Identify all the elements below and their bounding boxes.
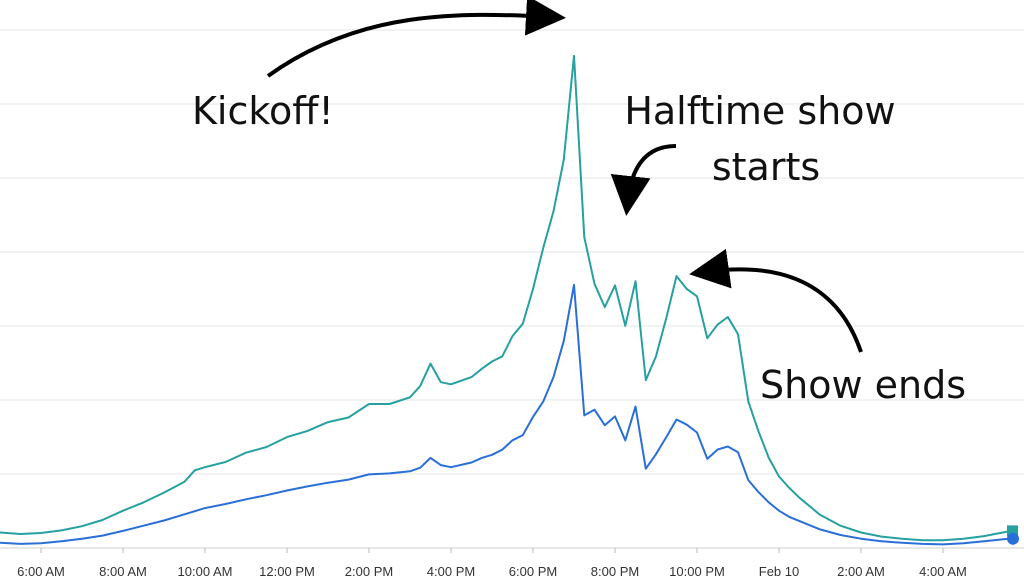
x-tick-label: 6:00 AM	[17, 564, 65, 579]
gridlines	[0, 29, 1024, 549]
x-axis-ticks: 6:00 AM 8:00 AM 10:00 AM 12:00 PM 2:00 PM 4:0…	[17, 548, 967, 579]
series-lines	[0, 54, 1019, 546]
annotation-show-ends: Show ends	[760, 363, 966, 407]
x-tick-label: Feb 10	[759, 564, 799, 579]
x-tick-label: 10:00 PM	[669, 564, 725, 579]
kickoff-arrow	[266, 0, 566, 78]
series-line-teal	[0, 54, 1009, 542]
x-tick-label: 4:00 PM	[427, 564, 475, 579]
series-end-marker-teal	[1007, 525, 1018, 537]
x-tick-label: 8:00 AM	[99, 564, 147, 579]
x-tick-label: 2:00 AM	[837, 564, 885, 579]
annotation-halftime-line-2: starts	[712, 145, 820, 189]
series-line-blue	[0, 283, 1009, 546]
annotations: Kickoff! Halftime show starts Show ends	[192, 0, 966, 407]
show-ends-arrow	[689, 248, 863, 353]
halftime-arrow	[610, 144, 677, 216]
series-end-marker-blue	[1007, 532, 1019, 545]
x-tick-label: 12:00 PM	[259, 564, 315, 579]
x-tick-label: 2:00 PM	[345, 564, 393, 579]
annotation-halftime-line-1: Halftime show	[624, 89, 895, 133]
annotation-kickoff: Kickoff!	[192, 89, 334, 133]
x-tick-label: 8:00 PM	[591, 564, 639, 579]
x-tick-label: 4:00 AM	[919, 564, 967, 579]
x-tick-label: 10:00 AM	[178, 564, 233, 579]
annotation-halftime: Halftime show starts	[624, 89, 907, 189]
x-tick-label: 6:00 PM	[509, 564, 557, 579]
